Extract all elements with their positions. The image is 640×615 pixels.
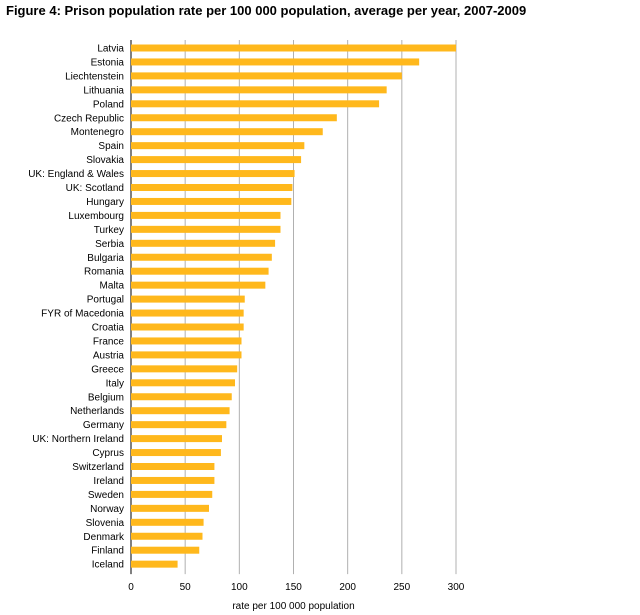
category-label: Luxembourg <box>68 211 124 222</box>
x-tick-label: 250 <box>393 582 410 593</box>
bar <box>131 86 387 94</box>
category-label: Sweden <box>88 490 124 501</box>
category-label: Ireland <box>93 476 124 487</box>
bar <box>131 463 215 470</box>
x-tick-label: 300 <box>448 582 465 593</box>
category-label: Estonia <box>91 57 125 68</box>
category-label: Lithuania <box>83 85 124 96</box>
bars <box>131 44 456 568</box>
category-label: Malta <box>100 281 125 292</box>
category-label: UK: Northern Ireland <box>32 434 124 445</box>
category-label: France <box>93 336 125 347</box>
bar <box>131 142 305 150</box>
bar <box>131 128 323 136</box>
bar <box>131 295 245 303</box>
bar <box>131 114 337 122</box>
bar <box>131 379 235 387</box>
bar <box>131 532 203 540</box>
bar <box>131 490 213 498</box>
category-label: Romania <box>84 267 124 278</box>
bar <box>131 211 281 219</box>
category-label: UK: England & Wales <box>28 169 124 180</box>
category-label: Austria <box>93 350 125 361</box>
bar <box>131 44 456 52</box>
category-label: Denmark <box>83 532 125 543</box>
bar <box>131 225 281 233</box>
category-label: UK: Scotland <box>66 183 124 194</box>
category-label: Netherlands <box>70 406 124 417</box>
bar <box>131 281 266 289</box>
bar <box>131 407 230 415</box>
bar <box>131 560 178 568</box>
category-label: Finland <box>91 546 124 557</box>
bar <box>131 476 215 484</box>
bar <box>131 421 227 429</box>
category-label: Montenegro <box>71 127 125 138</box>
bar <box>131 184 293 191</box>
category-label: Czech Republic <box>54 113 124 124</box>
category-label: Italy <box>106 378 124 389</box>
x-tick-label: 200 <box>339 582 356 593</box>
category-label: FYR of Macedonia <box>41 309 124 320</box>
x-tick-label: 150 <box>285 582 302 593</box>
category-label: Switzerland <box>72 462 124 473</box>
category-label: Liechtenstein <box>65 71 124 82</box>
category-label: Iceland <box>92 560 124 571</box>
bar <box>131 100 380 108</box>
x-tick-labels: 0 50 100 150 200 250 300 <box>128 582 465 593</box>
bar <box>131 267 269 275</box>
category-label: Hungary <box>86 197 124 208</box>
bar <box>131 518 204 526</box>
x-tick-label: 100 <box>231 582 248 593</box>
category-label: Greece <box>91 364 124 375</box>
bar <box>131 351 242 359</box>
bar <box>131 253 272 261</box>
category-label: Croatia <box>92 323 125 334</box>
category-label: Slovakia <box>86 155 124 166</box>
category-label: Latvia <box>97 44 124 55</box>
grid-lines <box>130 40 457 575</box>
category-label: Portugal <box>87 295 124 306</box>
chart-title: Figure 4: Prison population rate per 100… <box>6 3 527 18</box>
bar <box>131 72 402 80</box>
category-label: Bulgaria <box>87 253 124 264</box>
bar <box>131 504 209 512</box>
bar <box>131 156 302 164</box>
bar <box>131 239 276 247</box>
category-label: Serbia <box>95 239 124 250</box>
bar <box>131 197 292 205</box>
category-label: Poland <box>93 99 124 110</box>
bar <box>131 449 221 457</box>
bar <box>131 393 232 401</box>
category-label: Turkey <box>94 225 124 236</box>
bar <box>131 309 244 317</box>
category-label: Germany <box>83 420 124 431</box>
category-label: Norway <box>90 504 124 515</box>
category-label: Belgium <box>88 392 124 403</box>
x-tick-label: 50 <box>180 582 192 593</box>
bar <box>131 58 420 66</box>
x-axis-title: rate per 100 000 population <box>232 601 354 612</box>
bar <box>131 546 200 554</box>
category-label: Spain <box>98 141 124 152</box>
bar <box>131 435 222 443</box>
category-label: Slovenia <box>86 518 125 529</box>
category-labels: Latvia Estonia Liechtenstein Lithuania Polan… <box>28 44 125 571</box>
bar <box>131 170 295 178</box>
bar <box>131 365 238 373</box>
category-label: Cyprus <box>92 448 124 459</box>
bar <box>131 337 242 345</box>
bar <box>131 323 244 331</box>
x-tick-label: 0 <box>128 582 134 593</box>
